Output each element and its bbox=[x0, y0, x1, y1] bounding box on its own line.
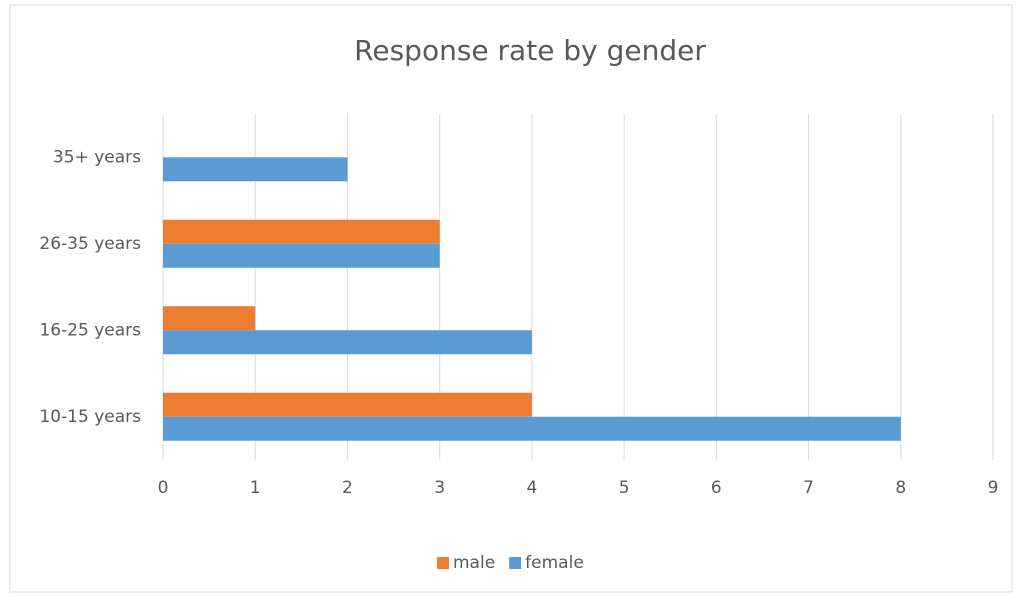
x-tick-label: 9 bbox=[988, 478, 999, 498]
x-tick-label: 3 bbox=[434, 478, 445, 498]
legend-swatch bbox=[509, 557, 522, 569]
x-tick-label: 5 bbox=[619, 478, 630, 498]
legend-label: female bbox=[525, 553, 584, 573]
bar bbox=[163, 243, 440, 268]
x-tick-label: 8 bbox=[895, 478, 906, 498]
chart-frame bbox=[9, 4, 1013, 593]
x-tick-label: 4 bbox=[526, 478, 537, 498]
chart-title: Response rate by gender bbox=[354, 34, 706, 67]
y-tick-label: 10-15 years bbox=[39, 407, 141, 427]
legend-swatch bbox=[437, 557, 449, 569]
y-tick-label: 35+ years bbox=[53, 147, 141, 167]
bar bbox=[163, 306, 256, 331]
bar bbox=[163, 416, 901, 441]
x-tick-label: 0 bbox=[158, 478, 169, 498]
x-tick-label: 6 bbox=[711, 478, 722, 498]
bar bbox=[163, 392, 532, 417]
x-tick-label: 2 bbox=[342, 478, 353, 498]
y-tick-label: 26-35 years bbox=[39, 234, 141, 254]
legend-label: male bbox=[453, 553, 495, 573]
bar bbox=[163, 157, 348, 182]
bar bbox=[163, 219, 440, 244]
x-tick-label: 7 bbox=[803, 478, 814, 498]
y-tick-label: 16-25 years bbox=[39, 320, 141, 340]
bar bbox=[163, 330, 532, 355]
x-tick-label: 1 bbox=[250, 478, 261, 498]
